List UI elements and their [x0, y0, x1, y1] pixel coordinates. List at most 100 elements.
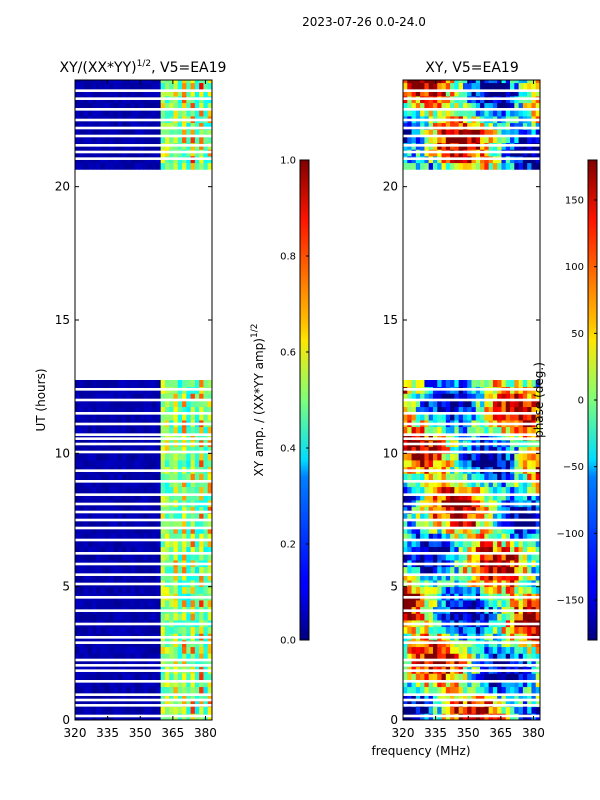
- heatmap-cell: [428, 586, 434, 594]
- heatmap-cell: [87, 426, 93, 434]
- heatmap-cell: [147, 686, 153, 694]
- heatmap-cell: [186, 426, 191, 434]
- heatmap-cell: [87, 540, 93, 548]
- heatmap-cell: [488, 426, 494, 434]
- blank-row: [403, 433, 540, 436]
- heatmap-cell: [79, 393, 84, 401]
- heatmap-cell: [143, 393, 149, 401]
- heatmap-cell: [411, 393, 417, 401]
- heatmap-cell: [467, 493, 472, 501]
- heatmap-cell: [510, 426, 515, 434]
- heatmap-cell: [83, 526, 89, 534]
- heatmap-cell: [471, 473, 477, 481]
- heatmap-cell: [415, 480, 421, 488]
- heatmap-cell: [104, 122, 110, 130]
- heatmap-cell: [113, 433, 119, 441]
- heatmap-cell: [75, 600, 80, 608]
- heatmap-cell: [428, 540, 434, 548]
- heatmap-cell: [492, 673, 498, 681]
- heatmap-cell: [462, 553, 468, 561]
- heatmap-cell: [177, 426, 183, 434]
- heatmap-cell: [164, 89, 170, 97]
- heatmap-cell: [156, 122, 162, 130]
- heatmap-cell: [535, 553, 541, 561]
- heatmap-cell: [96, 393, 102, 401]
- heatmap-cell: [518, 600, 524, 608]
- heatmap-cell: [522, 393, 528, 401]
- heatmap-cell: [424, 406, 430, 414]
- heatmap-cell: [527, 89, 532, 97]
- heatmap-cell: [522, 706, 528, 714]
- heatmap-cell: [514, 393, 519, 401]
- heatmap-cell: [535, 626, 541, 634]
- heatmap-cell: [143, 660, 149, 668]
- heatmap-cell: [480, 413, 485, 421]
- heatmap-cell: [207, 546, 213, 554]
- heatmap-cell: [527, 706, 532, 714]
- heatmap-cell: [510, 653, 515, 661]
- heatmap-cell: [475, 493, 481, 501]
- heatmap-cell: [143, 653, 149, 661]
- heatmap-cell: [522, 80, 528, 84]
- heatmap-cell: [510, 80, 515, 84]
- heatmap-cell: [424, 613, 430, 621]
- heatmap-cell: [139, 546, 144, 554]
- heatmap-cell: [475, 626, 481, 634]
- heatmap-cell: [130, 460, 136, 468]
- heatmap-cell: [100, 546, 106, 554]
- heatmap-cell: [475, 82, 481, 90]
- heatmap-cell: [501, 122, 507, 130]
- heatmap-cell: [437, 446, 442, 454]
- heatmap-cell: [428, 566, 434, 574]
- heatmap-cell: [458, 706, 464, 714]
- heatmap-cell: [497, 406, 502, 414]
- heatmap-cell: [518, 693, 524, 701]
- heatmap-cell: [437, 460, 442, 468]
- heatmap-cell: [177, 80, 183, 84]
- colorbar-tick-label: 50: [571, 329, 584, 340]
- heatmap-cell: [186, 162, 191, 170]
- heatmap-cell: [497, 493, 502, 501]
- heatmap-cell: [190, 706, 196, 714]
- heatmap-cell: [471, 506, 477, 514]
- amplitude-panel-title: XY/(XX*YY)1/2, V5=EA19: [60, 59, 227, 76]
- heatmap-cell: [169, 453, 174, 461]
- heatmap-cell: [83, 486, 89, 494]
- heatmap-cell: [169, 680, 174, 688]
- heatmap-cell: [100, 693, 106, 701]
- heatmap-cell: [424, 453, 430, 461]
- heatmap-cell: [83, 460, 89, 468]
- heatmap-cell: [147, 129, 153, 137]
- heatmap-cell: [510, 493, 515, 501]
- heatmap-cell: [407, 693, 412, 701]
- heatmap-cell: [134, 129, 140, 137]
- blank-row: [75, 480, 212, 483]
- heatmap-cell: [104, 586, 110, 594]
- heatmap-cell: [531, 460, 537, 468]
- heatmap-cell: [411, 446, 417, 454]
- heatmap-cell: [531, 486, 537, 494]
- heatmap-cell: [497, 506, 502, 514]
- heatmap-cell: [462, 460, 468, 468]
- heatmap-cell: [454, 493, 460, 501]
- blank-row: [403, 622, 540, 626]
- heatmap-cell: [92, 89, 97, 97]
- heatmap-cell: [109, 573, 114, 581]
- heatmap-cell: [403, 566, 408, 574]
- heatmap-cell: [117, 706, 123, 714]
- heatmap-cell: [522, 413, 528, 421]
- heatmap-cell: [518, 82, 524, 90]
- heatmap-cell: [432, 413, 438, 421]
- heatmap-cell: [518, 613, 524, 621]
- heatmap-cell: [126, 406, 132, 414]
- heatmap-cell: [450, 89, 455, 97]
- heatmap-cell: [117, 82, 123, 90]
- heatmap-cell: [531, 686, 537, 694]
- heatmap-cell: [458, 486, 464, 494]
- heatmap-cell: [92, 573, 97, 581]
- heatmap-cell: [75, 613, 80, 621]
- heatmap-cell: [113, 566, 119, 574]
- heatmap-cell: [415, 473, 421, 481]
- heatmap-cell: [492, 136, 498, 144]
- heatmap-cell: [87, 486, 93, 494]
